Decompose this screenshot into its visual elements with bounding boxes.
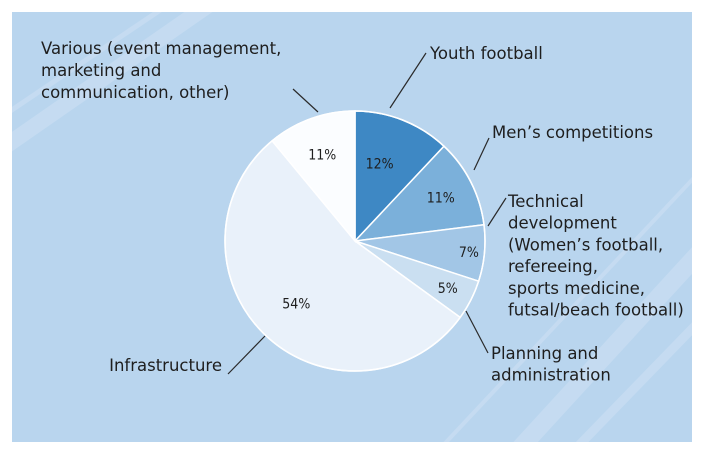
slice-value-label: 11% (427, 190, 455, 206)
leader-lines (227, 52, 507, 375)
leader-line (465, 310, 489, 354)
slice-value-label: 11% (308, 147, 336, 163)
leader-line (227, 335, 266, 375)
category-labels: Youth football Men’s competitions Technica… (41, 39, 684, 385)
slice-category-label: Planning and administration (491, 344, 611, 385)
slice-category-label: Men’s competitions (492, 123, 653, 142)
background-stripe (12, 12, 213, 152)
background-stripe (575, 322, 692, 442)
slice-category-label: Youth football (429, 44, 543, 63)
leader-line (487, 197, 507, 227)
background-stripe (443, 176, 692, 442)
leader-line (473, 137, 490, 171)
slice-value-label: 7% (459, 245, 479, 261)
slice-value-label: 12% (366, 157, 394, 173)
leader-line (389, 52, 427, 109)
pie-slices (224, 110, 486, 372)
slice-category-label: Technical development (Women’s football, re… (507, 192, 684, 320)
pie-outline (224, 110, 486, 372)
slice-value-label: 54% (282, 297, 310, 313)
background-stripe (12, 12, 162, 113)
background-stripe (513, 247, 692, 442)
slice-value-label: 5% (438, 281, 458, 297)
leader-line (292, 88, 319, 113)
slice-category-label: Various (event management, marketing and c… (41, 39, 281, 102)
value-labels: 12% 11% 7% 5% 54% 11% (282, 147, 479, 312)
slice-category-label: Infrastructure (109, 356, 222, 375)
